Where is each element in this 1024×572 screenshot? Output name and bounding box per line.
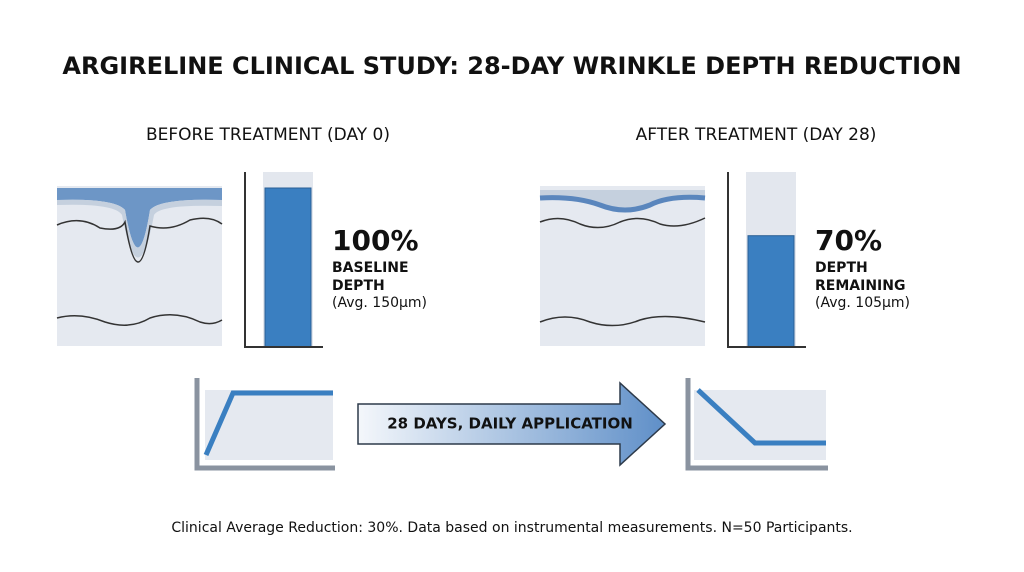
note: (Avg. 105μm) bbox=[815, 295, 910, 311]
arrow-label: 28 DAYS, DAILY APPLICATION bbox=[387, 415, 633, 433]
arrow bbox=[357, 381, 667, 467]
skin-before bbox=[56, 186, 223, 346]
skin-after bbox=[539, 186, 706, 346]
footnote: Clinical Average Reduction: 30%. Data ba… bbox=[171, 520, 852, 536]
value-label: 70% bbox=[815, 224, 882, 257]
panel-heading: AFTER TREATMENT (DAY 28) bbox=[636, 125, 877, 145]
value-label: 100% bbox=[332, 224, 419, 257]
bar bbox=[747, 235, 795, 348]
mini-graph-before bbox=[194, 378, 335, 471]
caption: REMAINING bbox=[815, 278, 905, 294]
note: (Avg. 150μm) bbox=[332, 295, 427, 311]
title: ARGIRELINE CLINICAL STUDY: 28-DAY WRINKL… bbox=[62, 52, 961, 80]
panel-heading: BEFORE TREATMENT (DAY 0) bbox=[146, 125, 390, 145]
axis bbox=[244, 172, 323, 348]
caption: DEPTH bbox=[332, 278, 385, 294]
bar bbox=[264, 187, 312, 348]
axis bbox=[727, 172, 806, 348]
caption: BASELINE bbox=[332, 260, 409, 276]
mini-graph-after bbox=[685, 378, 828, 471]
caption: DEPTH bbox=[815, 260, 868, 276]
